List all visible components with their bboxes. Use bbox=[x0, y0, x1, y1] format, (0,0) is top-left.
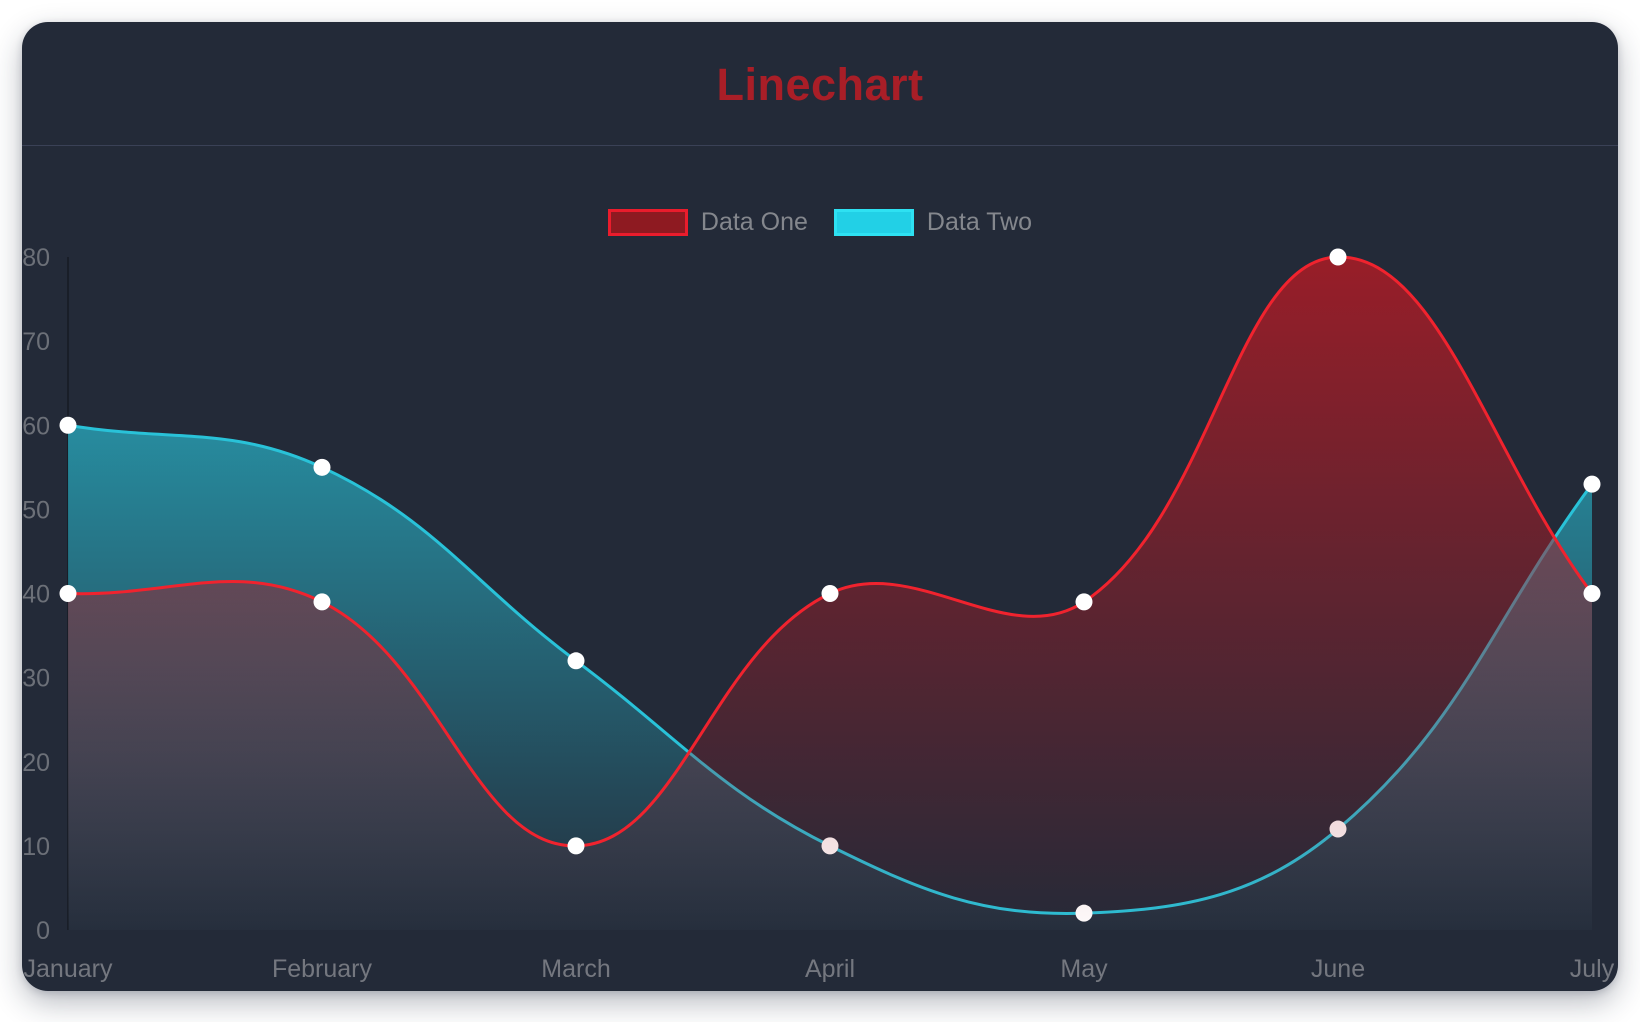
y-tick-label: 70 bbox=[22, 328, 50, 356]
point-data-one[interactable] bbox=[1583, 585, 1601, 602]
point-data-one[interactable] bbox=[1329, 248, 1347, 266]
point-data-one[interactable] bbox=[821, 585, 839, 602]
y-tick-label: 80 bbox=[22, 244, 50, 272]
point-data-one[interactable] bbox=[313, 593, 331, 611]
y-tick-label: 20 bbox=[22, 749, 50, 777]
point-data-two[interactable] bbox=[59, 416, 77, 434]
point-data-one[interactable] bbox=[567, 837, 585, 855]
chart-card: Linechart Data One Data Two 0 10 20 30 40 50 60… bbox=[22, 22, 1618, 991]
chart-title: Linechart bbox=[716, 59, 924, 110]
legend-item-data-two[interactable]: Data Two bbox=[833, 208, 1033, 237]
legend-swatch-1 bbox=[607, 209, 688, 236]
legend-label: Data One bbox=[700, 208, 808, 236]
chart-legend: Data One Data Two bbox=[22, 208, 1618, 237]
x-label-june: June bbox=[1311, 955, 1365, 983]
point-data-one[interactable] bbox=[59, 585, 77, 602]
x-label-april: April bbox=[805, 955, 855, 983]
y-tick-label: 40 bbox=[22, 581, 50, 609]
x-label-january: January bbox=[24, 955, 113, 983]
x-label-may: May bbox=[1060, 955, 1108, 983]
y-tick-label: 10 bbox=[22, 833, 50, 861]
point-data-two[interactable] bbox=[313, 458, 331, 476]
y-tick-label: 60 bbox=[22, 412, 50, 440]
x-label-february: February bbox=[272, 955, 373, 983]
y-tick-label: 0 bbox=[36, 917, 50, 945]
point-data-one[interactable] bbox=[1075, 593, 1093, 611]
chart-canvas[interactable]: 0 10 20 30 40 50 60 70 80 January February March Apr… bbox=[22, 22, 1618, 991]
x-label-july: July bbox=[1570, 955, 1615, 983]
point-data-two[interactable] bbox=[567, 652, 585, 670]
legend-swatch-2 bbox=[833, 209, 914, 236]
legend-label: Data Two bbox=[926, 208, 1033, 236]
plot-area: 0 10 20 30 40 50 60 70 80 January February March Apr… bbox=[22, 244, 1615, 983]
y-tick-label: 50 bbox=[22, 496, 50, 524]
area-data-one bbox=[68, 256, 1592, 930]
line-data-one bbox=[66, 255, 1594, 848]
point-data-two[interactable] bbox=[1583, 475, 1601, 493]
title-divider bbox=[22, 145, 1618, 146]
legend-item-data-one[interactable]: Data One bbox=[607, 208, 808, 237]
x-label-march: March bbox=[541, 955, 610, 983]
y-tick-label: 30 bbox=[22, 665, 50, 693]
